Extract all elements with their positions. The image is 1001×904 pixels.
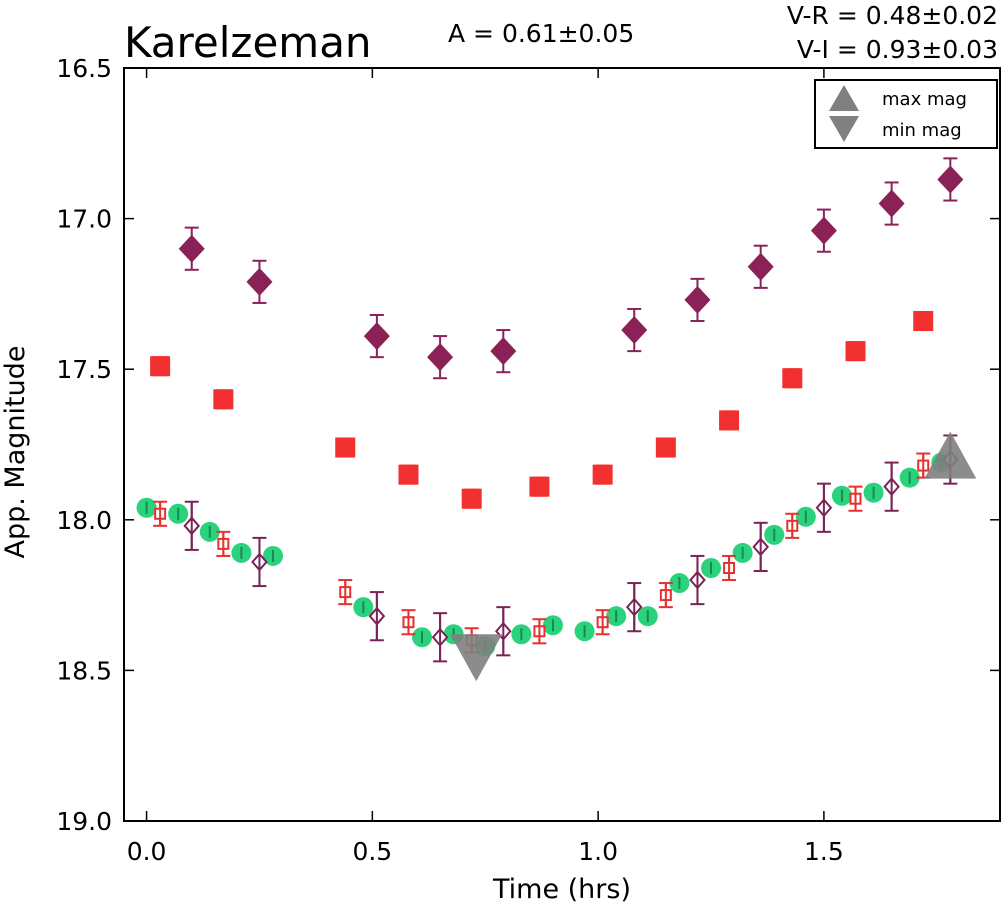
data-point [335,437,356,458]
data-point [398,464,419,485]
chart-title: Karelzeman [124,18,372,67]
y-axis-label: App. Magnitude [0,346,31,559]
plot-frame [123,67,1001,822]
x-tick-label: 0.0 [127,837,167,866]
data-point [655,437,676,458]
legend-max-mag-label: max mag [882,89,967,110]
y-tick-label: 17.0 [56,205,112,234]
data-point [878,189,905,218]
legend: max mag min mag [814,79,998,149]
data-point [719,410,740,431]
y-tick-label: 16.5 [56,54,112,83]
y-axis-ticks: 16.5 17.0 17.5 18.0 18.5 19.0 [56,54,1000,836]
series-1 [150,310,934,509]
data-point [490,337,517,366]
amplitude-annotation: A = 0.61±0.05 [448,19,634,48]
data-point [150,356,171,377]
x-axis-ticks: 0.0 0.5 1.0 1.5 [127,68,844,866]
data-marks [136,157,964,663]
legend-max-mag-marker [829,85,859,111]
data-point [592,464,613,485]
x-tick-label: 1.5 [804,837,844,866]
data-point [178,234,205,263]
data-point [937,165,964,194]
data-point [913,311,934,332]
vr-annotation: V-R = 0.48±0.02 [787,1,998,30]
vi-annotation: V-I = 0.93±0.03 [797,35,998,64]
legend-min-mag-label: min mag [882,120,962,141]
x-tick-label: 1.0 [578,837,618,866]
data-point [684,285,711,314]
data-point [747,252,774,281]
data-point [213,389,234,410]
data-point [621,316,648,345]
data-point [461,488,482,509]
series-4 [183,434,959,663]
data-point [810,216,837,245]
x-axis-label: Time (hrs) [492,874,631,904]
extrema-markers [450,431,977,682]
x-tick-label: 0.5 [352,837,392,866]
data-point [246,267,273,296]
y-tick-label: 18.5 [56,656,112,685]
series-0 [178,157,964,380]
data-point [363,322,390,351]
y-tick-label: 17.5 [56,355,112,384]
data-point [427,343,454,372]
y-tick-label: 18.0 [56,506,112,535]
data-point [529,476,550,497]
min-mag-marker [450,634,503,682]
max-mag-marker [924,431,977,479]
y-tick-label: 19.0 [56,807,112,836]
data-point [845,341,866,362]
legend-min-mag-marker [829,116,859,142]
data-point [782,368,803,389]
